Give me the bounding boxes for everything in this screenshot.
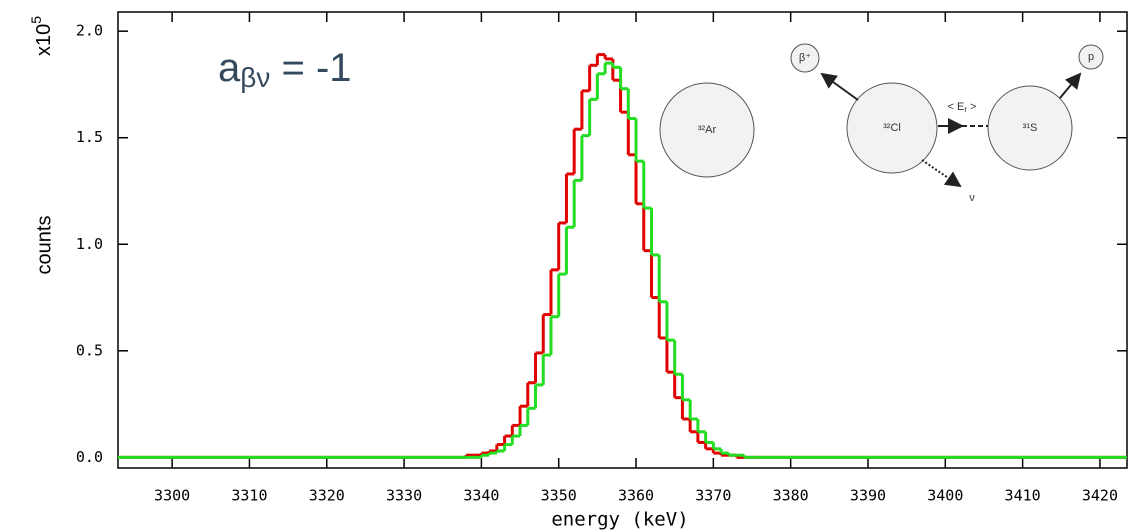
x-tick-label: 3400 (927, 487, 963, 505)
annotation-base: a (218, 46, 241, 90)
node-circle (659, 82, 755, 178)
recoil-subscript: r (964, 105, 967, 114)
recoil-label: < Er > (948, 101, 977, 114)
x-tick-label: 3310 (231, 487, 267, 505)
y-multiplier-exponent: 5 (28, 16, 44, 24)
x-tick-label: 3360 (618, 487, 654, 505)
x-tick-label: 3410 (1005, 487, 1041, 505)
x-tick-label: 3320 (309, 487, 345, 505)
y-tick-label: 1.0 (76, 235, 103, 253)
node-label: β⁺ (799, 52, 811, 64)
x-tick-label: 3350 (541, 487, 577, 505)
neutrino-label: ν (969, 192, 975, 204)
node-circle (846, 82, 938, 174)
node-label: ³¹S (1023, 122, 1038, 134)
y-tick-label: 0.5 (76, 341, 103, 359)
x-tick-label: 3420 (1082, 487, 1118, 505)
y-multiplier: x105 (28, 16, 56, 56)
arrow (820, 72, 859, 101)
x-tick-label: 3380 (773, 487, 809, 505)
annotation-subscript: βν (240, 62, 270, 93)
y-multiplier-base: x10 (33, 24, 55, 56)
x-tick-label: 3370 (695, 487, 731, 505)
y-tick-label: 2.0 (76, 22, 103, 40)
y-tick-label: 0.0 (76, 448, 103, 466)
recoil-close: > (967, 101, 976, 113)
x-tick-label: 3390 (850, 487, 886, 505)
y-axis-label: counts (33, 216, 55, 275)
annotation-rest: = -1 (270, 46, 351, 90)
node-circle (1078, 44, 1104, 70)
node-circle (987, 85, 1073, 171)
decay-diagram (659, 43, 1104, 188)
arrow (1059, 72, 1082, 99)
arrow (921, 159, 962, 188)
plot-frame (117, 11, 1128, 469)
annotation: aβν = -1 (218, 46, 352, 94)
x-axis-label: energy (keV) (551, 509, 688, 531)
node-label: ³²Ar (698, 124, 717, 136)
x-tick-label: 3340 (463, 487, 499, 505)
x-tick-label: 3330 (386, 487, 422, 505)
node-label: ³²Cl (883, 122, 901, 134)
x-tick-label: 3300 (154, 487, 190, 505)
node-circle (790, 43, 820, 73)
recoil-open: < E (948, 101, 965, 113)
node-label: p (1088, 51, 1094, 63)
y-tick-label: 1.5 (76, 128, 103, 146)
